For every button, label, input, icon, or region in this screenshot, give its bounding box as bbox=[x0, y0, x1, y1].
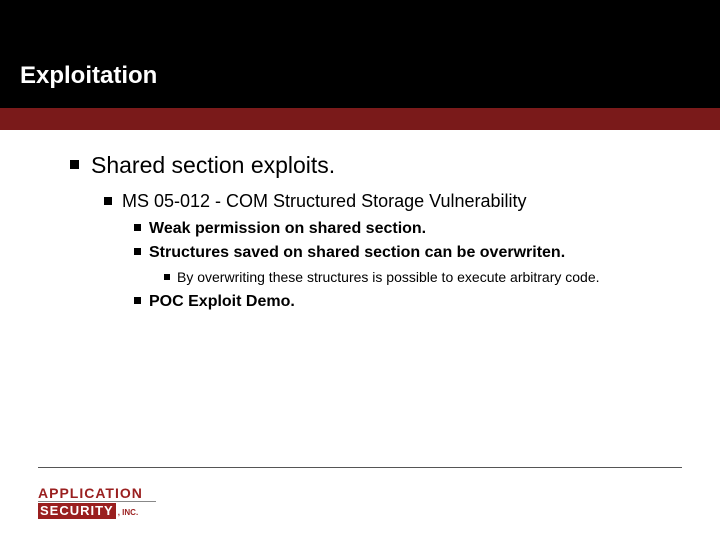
square-bullet-icon bbox=[164, 274, 170, 280]
company-logo: APPLICATION SECURITY, INC. bbox=[38, 485, 156, 518]
square-bullet-icon bbox=[134, 224, 141, 231]
logo-security-text: SECURITY bbox=[38, 503, 116, 519]
square-bullet-icon bbox=[134, 248, 141, 255]
bullet-text: Weak permission on shared section. bbox=[149, 220, 426, 237]
footer-divider bbox=[38, 467, 682, 468]
logo-line1: APPLICATION bbox=[38, 485, 156, 501]
square-bullet-icon bbox=[70, 160, 79, 169]
bullet-level2: MS 05-012 - COM Structured Storage Vulne… bbox=[104, 191, 670, 212]
slide-body: Shared section exploits. MS 05-012 - COM… bbox=[0, 130, 720, 311]
bullet-level3: Weak permission on shared section. bbox=[134, 220, 670, 238]
title-band: Exploitation bbox=[0, 0, 720, 108]
bullet-text: Structures saved on shared section can b… bbox=[149, 244, 565, 261]
slide-title: Exploitation bbox=[20, 62, 157, 90]
square-bullet-icon bbox=[134, 297, 141, 304]
bullet-text: By overwriting these structures is possi… bbox=[177, 268, 643, 287]
logo-line2: SECURITY, INC. bbox=[38, 503, 156, 518]
logo-divider bbox=[38, 501, 156, 502]
accent-band bbox=[0, 108, 720, 130]
bullet-level3: POC Exploit Demo. bbox=[134, 293, 670, 311]
bullet-text: MS 05-012 - COM Structured Storage Vulne… bbox=[122, 191, 527, 211]
bullet-text: POC Exploit Demo. bbox=[149, 293, 295, 310]
square-bullet-icon bbox=[104, 197, 112, 205]
bullet-text: Shared section exploits. bbox=[91, 152, 335, 178]
bullet-level1: Shared section exploits. bbox=[70, 152, 670, 179]
bullet-level4: By overwriting these structures is possi… bbox=[164, 268, 670, 287]
bullet-level3: Structures saved on shared section can b… bbox=[134, 244, 670, 262]
logo-inc-text: , INC. bbox=[118, 508, 138, 517]
